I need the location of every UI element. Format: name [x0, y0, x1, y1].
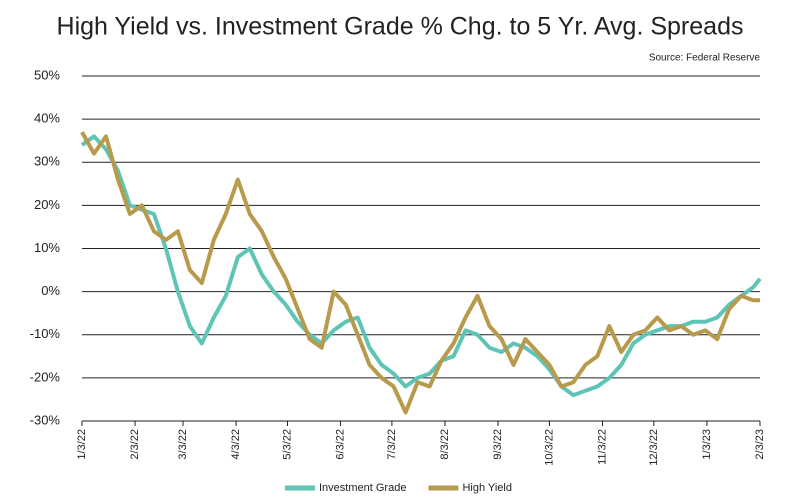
x-tick-label: 12/3/22	[648, 429, 660, 466]
x-tick-label: 2/3/22	[129, 429, 141, 460]
x-tick-label: 11/3/22	[596, 429, 608, 465]
y-tick-label: -10%	[30, 326, 61, 341]
x-tick-label: 1/3/23	[701, 429, 713, 460]
x-tick-label: 7/3/22	[386, 429, 398, 460]
source: Source: Federal Reserve	[649, 53, 761, 64]
y-tick-label: 10%	[34, 240, 60, 255]
x-tick-label: 8/3/22	[439, 429, 451, 460]
x-tick-label: 4/3/22	[230, 429, 242, 460]
legend-label: High Yield	[462, 482, 512, 494]
x-tick-label: 1/3/22	[76, 429, 88, 460]
y-tick-label: 50%	[34, 67, 60, 82]
series-line	[80, 131, 760, 415]
x-tick-label: 5/3/22	[281, 429, 293, 460]
x-tick-label: 10/3/22	[543, 429, 555, 466]
x-tick-label: 3/3/22	[177, 429, 189, 460]
y-tick-label: -20%	[30, 369, 61, 384]
x-tick-label: 6/3/22	[334, 429, 346, 460]
y-tick-label: 40%	[34, 111, 60, 126]
legend-label: Investment Grade	[319, 482, 406, 494]
chart-title: High Yield vs. Investment Grade % Chg. t…	[57, 13, 744, 41]
y-tick-label: 20%	[34, 197, 60, 212]
y-tick-label: -30%	[30, 412, 61, 427]
series-line	[80, 134, 762, 398]
x-tick-label: 9/3/22	[492, 429, 504, 460]
x-tick-label: 2/3/23	[754, 429, 766, 460]
y-tick-label: 30%	[34, 154, 60, 169]
y-tick-label: 0%	[41, 283, 60, 298]
